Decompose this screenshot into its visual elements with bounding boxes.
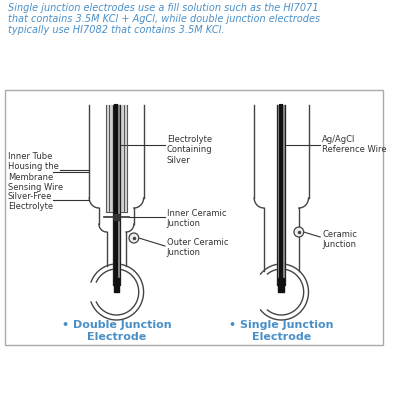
Text: typically use HI7082 that contains 3.5M KCl.: typically use HI7082 that contains 3.5M …: [8, 25, 224, 35]
FancyBboxPatch shape: [5, 90, 383, 345]
Text: Ag/AgCl
Reference Wire: Ag/AgCl Reference Wire: [322, 135, 387, 154]
Text: Inner Ceramic
Junction: Inner Ceramic Junction: [167, 209, 226, 228]
Circle shape: [129, 233, 139, 243]
Text: Outer Ceramic
Junction: Outer Ceramic Junction: [167, 238, 228, 258]
Text: that contains 3.5M KCl + AgCl, while double junction electrodes: that contains 3.5M KCl + AgCl, while dou…: [8, 14, 320, 24]
Text: Single junction electrodes use a fill solution such as the HI7071: Single junction electrodes use a fill so…: [8, 3, 318, 13]
Text: Electrode: Electrode: [87, 332, 146, 342]
Text: Electrolyte
Containing
Silver: Electrolyte Containing Silver: [167, 135, 212, 165]
Text: Ceramic
Junction: Ceramic Junction: [322, 230, 357, 250]
Text: • Single Junction: • Single Junction: [229, 320, 334, 330]
Text: Inner Tube
Housing the
Membrane
Sensing Wire: Inner Tube Housing the Membrane Sensing …: [8, 152, 63, 192]
Text: • Double Junction: • Double Junction: [62, 320, 171, 330]
Text: Silver-Free
Electrolyte: Silver-Free Electrolyte: [8, 192, 53, 211]
Text: Electrode: Electrode: [252, 332, 311, 342]
Circle shape: [294, 227, 304, 237]
